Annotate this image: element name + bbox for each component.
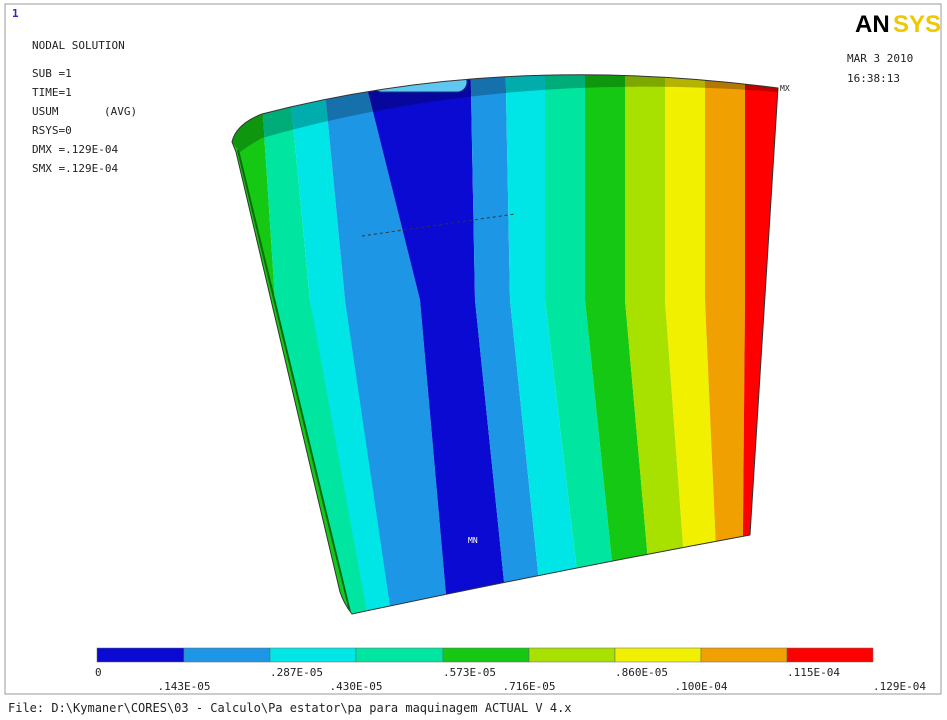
info-line: (AVG) bbox=[104, 105, 137, 118]
info-line: TIME=1 bbox=[32, 86, 72, 99]
legend-label: .716E-05 bbox=[503, 680, 556, 693]
time: 16:38:13 bbox=[847, 72, 900, 85]
info-line: RSYS=0 bbox=[32, 124, 72, 137]
legend-label: .430E-05 bbox=[330, 680, 383, 693]
min-marker: MN bbox=[468, 536, 478, 545]
info-line: SMX =.129E-04 bbox=[32, 162, 118, 175]
legend-label: .860E-05 bbox=[615, 666, 668, 679]
legend-label: .573E-05 bbox=[443, 666, 496, 679]
screenshot: 1 NODAL SOLUTION SUB =1 TIME=1 USUM (AVG… bbox=[0, 0, 947, 720]
date: MAR 3 2010 bbox=[847, 52, 913, 65]
info-line: DMX =.129E-04 bbox=[32, 143, 118, 156]
legend-label: .115E-04 bbox=[787, 666, 840, 679]
info-line: SUB =1 bbox=[32, 67, 72, 80]
legend-label: .100E-04 bbox=[675, 680, 728, 693]
max-marker: MX bbox=[780, 84, 790, 93]
info-line: USUM bbox=[32, 105, 59, 118]
window-number: 1 bbox=[12, 7, 19, 20]
legend-label: .143E-05 bbox=[158, 680, 211, 693]
ansys-plot: 1 NODAL SOLUTION SUB =1 TIME=1 USUM (AVG… bbox=[0, 0, 947, 720]
logo: AN bbox=[855, 11, 890, 38]
legend-label: .287E-05 bbox=[270, 666, 323, 679]
legend-label: 0 bbox=[95, 666, 102, 679]
plot-title: NODAL SOLUTION bbox=[32, 39, 125, 52]
color-legend bbox=[97, 648, 873, 662]
logo: SYS bbox=[893, 11, 941, 38]
file-path: File: D:\Kymaner\CORES\03 - Calculo\Pa e… bbox=[8, 701, 572, 715]
legend-label: .129E-04 bbox=[873, 680, 926, 693]
